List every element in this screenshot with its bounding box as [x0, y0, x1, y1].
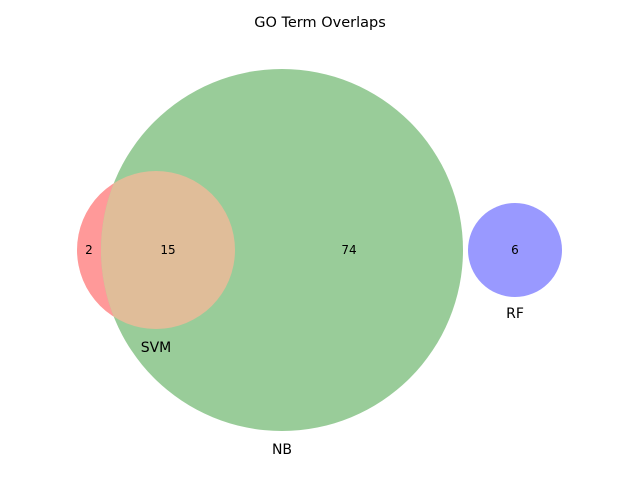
chart-title: GO Term Overlaps	[254, 15, 386, 31]
label-svm: SVM	[141, 340, 172, 356]
count-svm-nb: 15	[160, 243, 175, 257]
rf-circle	[468, 203, 562, 297]
nb-circle	[101, 69, 463, 431]
count-svm-only: 2	[85, 243, 93, 257]
count-nb-only: 74	[341, 243, 356, 257]
label-rf: RF	[506, 306, 524, 322]
label-nb: NB	[272, 442, 292, 458]
count-rf-only: 6	[511, 243, 519, 257]
